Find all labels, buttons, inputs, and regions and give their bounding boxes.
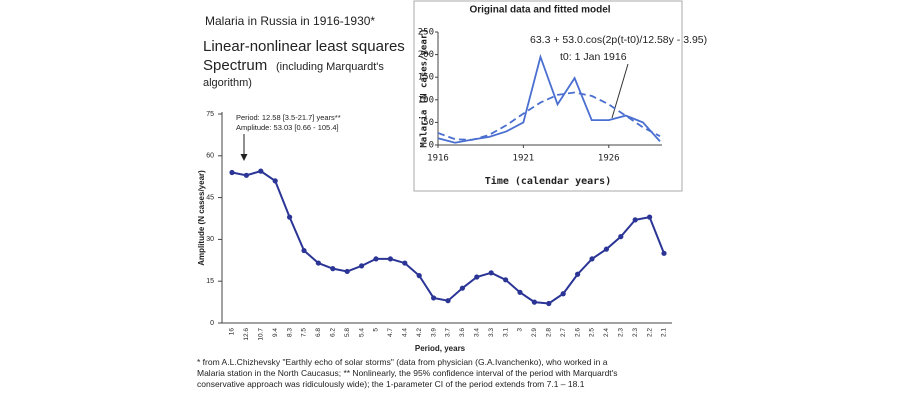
data-point xyxy=(632,217,638,223)
inset-frame xyxy=(413,0,683,192)
x-tick-label: 3.3 xyxy=(488,328,495,337)
x-tick-label: 3.6 xyxy=(459,328,466,337)
inset-y-axis-label: Malaria (N cases/year) xyxy=(419,28,430,147)
data-point xyxy=(359,263,365,269)
annotation: t0: 1 Jan 1916 xyxy=(560,51,627,63)
x-tick-label: 2.4 xyxy=(603,328,610,337)
x-tick-label: 3.1 xyxy=(502,328,509,337)
inset-x-tick-label: 1921 xyxy=(513,154,535,164)
x-tick-label: 3 xyxy=(517,328,524,332)
x-tick-label: 6.2 xyxy=(330,328,337,337)
x-tick-label: 4.7 xyxy=(387,328,394,337)
data-point xyxy=(560,291,566,297)
subtitle: Spectrum xyxy=(203,57,267,74)
footnote: * from A.L.Chizhevsky "Earthly echo of s… xyxy=(197,357,618,389)
data-point xyxy=(243,172,249,178)
fitted-line xyxy=(437,91,661,141)
data-point xyxy=(546,300,552,307)
x-tick-label: 5.4 xyxy=(358,328,365,337)
data-point xyxy=(258,168,264,174)
y-tick-label: 0 xyxy=(210,320,214,327)
inset-chart: Original data and fitted model Time (cal… xyxy=(413,0,707,192)
arrow-head xyxy=(240,154,248,161)
y-tick-label: 15 xyxy=(206,278,214,285)
inset-y-tick-label: 150 xyxy=(418,73,434,83)
x-tick-label: 12.6 xyxy=(243,328,250,341)
data-point xyxy=(402,260,408,266)
x-tick-label: 2.6 xyxy=(574,328,581,337)
inset-y-tick-label: 200 xyxy=(418,50,434,60)
x-tick-label: 10.7 xyxy=(258,328,265,341)
data-point xyxy=(531,299,538,305)
y-tick-label: 75 xyxy=(206,111,214,118)
inset-y-tick-label: 250 xyxy=(418,28,434,38)
x-tick-label: 2.9 xyxy=(531,328,538,337)
subtitle: Linear-nonlinear least squares xyxy=(203,38,405,55)
x-tick-label: 5 xyxy=(373,328,380,332)
inset-title: Original data and fitted model xyxy=(469,5,610,16)
data-point xyxy=(647,214,653,220)
x-tick-label: 5.8 xyxy=(344,328,351,337)
data-point xyxy=(330,266,336,272)
x-tick-label: 3.7 xyxy=(445,328,452,337)
x-tick-label: 2.2 xyxy=(646,328,653,337)
data-point xyxy=(344,268,350,275)
x-tick-label: 4.4 xyxy=(402,328,409,337)
inset-y-tick-label: 50 xyxy=(423,118,434,128)
chart-title: Malaria in Russia in 1916-1930* xyxy=(205,14,375,28)
data-point xyxy=(416,273,422,279)
data-point xyxy=(503,277,509,283)
data-point xyxy=(459,285,465,291)
inset-y-tick-label: 100 xyxy=(418,95,434,105)
data-point xyxy=(315,260,321,266)
y-tick-label: 45 xyxy=(206,194,214,201)
x-tick-label: 2.3 xyxy=(618,328,625,337)
subtitle: algorithm) xyxy=(203,77,252,89)
data-point xyxy=(618,234,624,240)
x-tick-label: 3.4 xyxy=(474,328,481,337)
x-axis-label: Period, years xyxy=(415,344,466,353)
x-tick-label: 2.1 xyxy=(661,328,668,337)
x-tick-label: 2.5 xyxy=(589,328,596,337)
x-tick-label: 2.3 xyxy=(632,328,639,337)
data-point xyxy=(661,250,667,256)
x-tick-label: 3.9 xyxy=(430,328,437,337)
x-tick-label: 8.3 xyxy=(286,328,293,337)
inset-x-tick-label: 1916 xyxy=(427,154,449,164)
data-point xyxy=(517,289,523,295)
data-point xyxy=(488,270,494,276)
data-point xyxy=(431,295,437,301)
inset-x-tick-label: 1926 xyxy=(598,154,620,164)
inset-y-tick-label: 0 xyxy=(429,141,434,151)
data-point xyxy=(301,247,307,254)
y-axis-label: Amplitude (N cases/year) xyxy=(197,170,206,266)
y-tick-label: 30 xyxy=(206,236,214,243)
data-point xyxy=(603,246,610,252)
data-point xyxy=(373,256,379,262)
x-tick-label: 9.4 xyxy=(272,328,279,337)
data-point xyxy=(575,271,581,277)
data-point xyxy=(387,256,393,262)
data-point xyxy=(229,169,235,176)
data-point xyxy=(287,214,293,220)
annotation: Amplitude: 53.03 [0.66 - 105.4] xyxy=(236,123,339,132)
x-tick-label: 2.7 xyxy=(560,328,567,337)
formula: 63.3 + 53.0.cos(2p(t-t0)/12.58y - 3.95) xyxy=(530,34,707,46)
inset-x-axis-label: Time (calendar years) xyxy=(485,175,611,187)
data-point xyxy=(272,178,278,184)
annotation: Period: 12.58 [3.5-21.7] years** xyxy=(236,113,341,122)
data-point xyxy=(589,256,595,262)
x-tick-label: 7.5 xyxy=(301,328,308,337)
x-tick-label: 16 xyxy=(229,328,236,336)
data-point xyxy=(445,298,451,304)
x-tick-label: 6.8 xyxy=(315,328,322,337)
x-tick-label: 4.2 xyxy=(416,328,423,337)
data-point xyxy=(474,274,480,280)
x-tick-label: 2.8 xyxy=(546,328,553,337)
y-tick-label: 60 xyxy=(206,153,214,160)
subtitle: (including Marquardt's xyxy=(276,61,384,73)
